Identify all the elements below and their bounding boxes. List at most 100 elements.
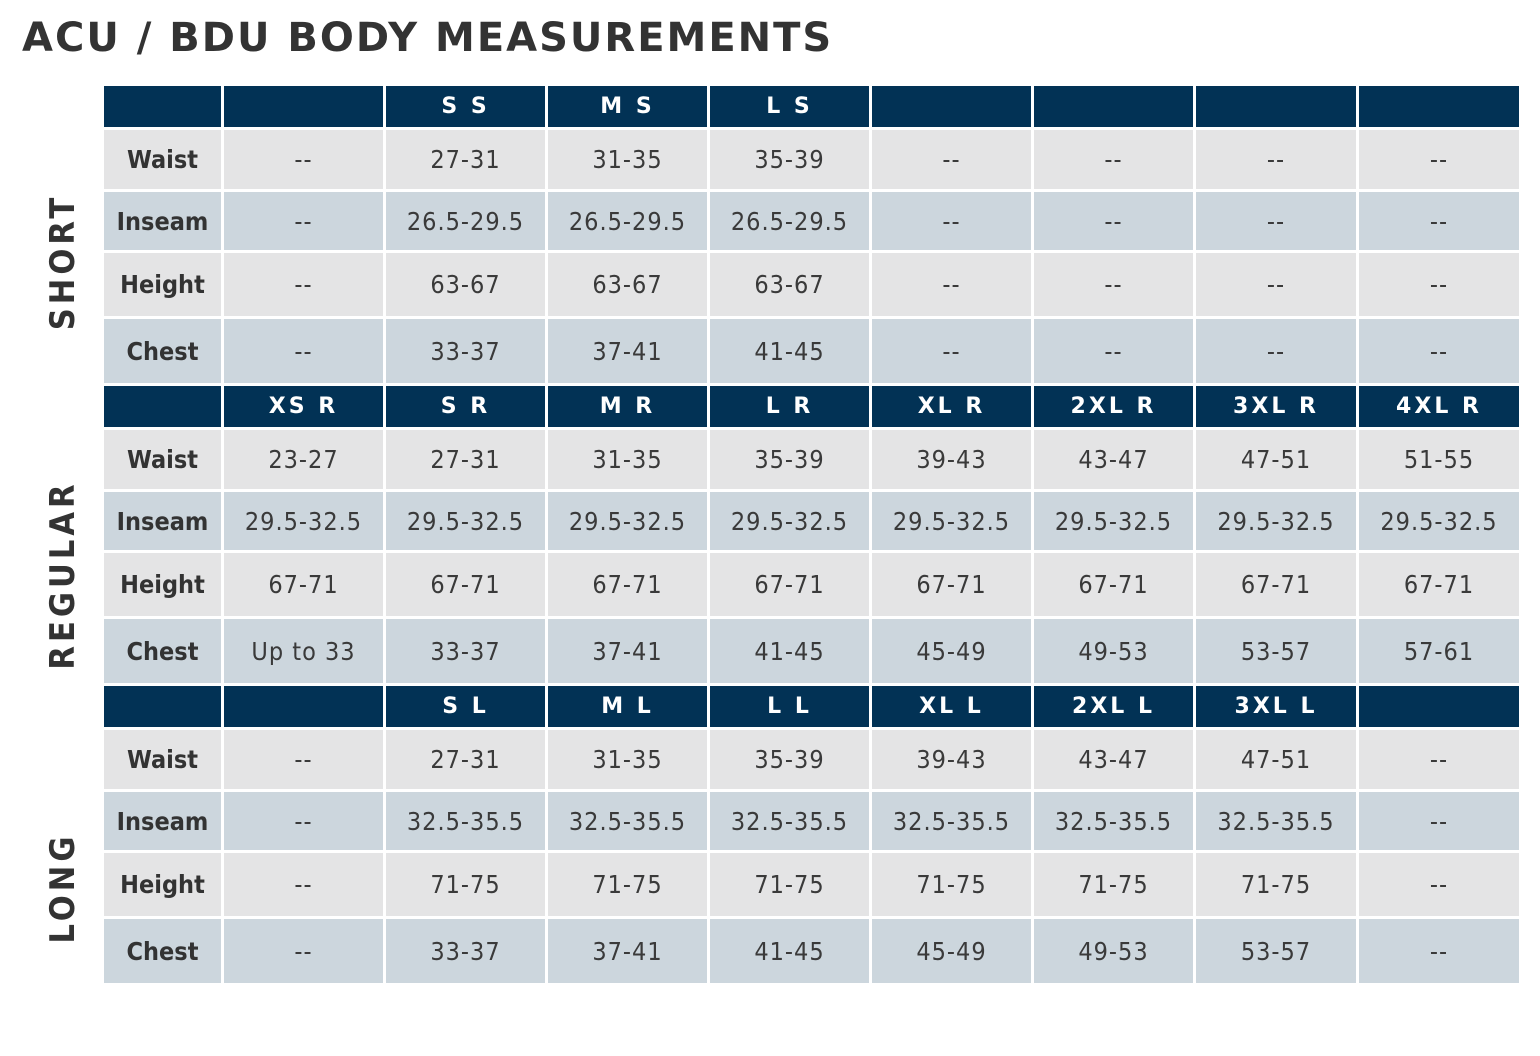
- measurement-value: --: [221, 127, 386, 192]
- measurement-value: 63-67: [707, 250, 872, 319]
- measurement-value: 31-35: [545, 127, 710, 192]
- size-header-cell: S S: [383, 83, 548, 130]
- measurement-value: 29.5-32.5: [1031, 489, 1196, 553]
- measurement-value: 39-43: [869, 727, 1034, 792]
- measurement-value: 32.5-35.5: [545, 789, 710, 853]
- measurement-value: 32.5-35.5: [707, 789, 872, 853]
- measurement-value: --: [221, 789, 386, 853]
- measurement-value: --: [1031, 316, 1196, 386]
- size-header-cell: 2XL R: [1031, 383, 1196, 430]
- measurement-value: 67-71: [1356, 550, 1522, 619]
- section-label-short: SHORT: [43, 193, 83, 331]
- measurement-value: 53-57: [1193, 916, 1359, 986]
- measurement-value: 32.5-35.5: [1193, 789, 1359, 853]
- measurement-value: 71-75: [1031, 850, 1196, 919]
- measurement-value: --: [1031, 250, 1196, 319]
- measurement-row-regular-chest: Chest Up to 33 33-37 37-41 41-45 45-49 49-53 53…: [101, 616, 1522, 686]
- measurement-value: 41-45: [707, 616, 872, 686]
- measurement-value: 63-67: [545, 250, 710, 319]
- measurement-value: 35-39: [707, 727, 872, 792]
- measurement-label: Waist: [101, 427, 224, 492]
- measurement-value: 41-45: [707, 316, 872, 386]
- size-header-cell: L S: [707, 83, 872, 130]
- measurement-row-short-chest: Chest -- 33-37 37-41 41-45 -- -- -- --: [101, 316, 1522, 386]
- measurement-value: --: [1356, 189, 1522, 253]
- measurement-value: --: [221, 316, 386, 386]
- measurement-label: Inseam: [101, 789, 224, 853]
- measurement-value: --: [869, 316, 1034, 386]
- measurement-value: --: [869, 250, 1034, 319]
- measurement-value: 43-47: [1031, 727, 1196, 792]
- size-header-cell: 3XL R: [1193, 383, 1359, 430]
- measurement-value: 31-35: [545, 427, 710, 492]
- measurement-value: 57-61: [1356, 616, 1522, 686]
- measurement-value: 41-45: [707, 916, 872, 986]
- size-header-cell: M S: [545, 83, 710, 130]
- measurement-row-long-height: Height -- 71-75 71-75 71-75 71-75 71-75 71-75 --: [101, 850, 1522, 919]
- section-label-long: LONG: [43, 832, 83, 944]
- measurement-value: --: [869, 127, 1034, 192]
- measurement-value: --: [1193, 189, 1359, 253]
- measurement-value: 29.5-32.5: [707, 489, 872, 553]
- size-header-cell: [1031, 83, 1196, 130]
- size-header-cell: [101, 83, 224, 130]
- measurement-value: 35-39: [707, 127, 872, 192]
- measurement-label: Height: [101, 550, 224, 619]
- size-header-cell: 2XL L: [1031, 683, 1196, 730]
- measurement-row-regular-height: Height 67-71 67-71 67-71 67-71 67-71 67-71 67-7…: [101, 550, 1522, 619]
- measurement-value: 33-37: [383, 916, 548, 986]
- measurement-value: 63-67: [383, 250, 548, 319]
- measurement-value: 71-75: [383, 850, 548, 919]
- measurement-value: --: [1356, 916, 1522, 986]
- measurement-value: 29.5-32.5: [383, 489, 548, 553]
- measurement-value: --: [869, 189, 1034, 253]
- measurement-value: 67-71: [383, 550, 548, 619]
- measurement-value: 71-75: [1193, 850, 1359, 919]
- size-header-cell: S R: [383, 383, 548, 430]
- measurement-label: Waist: [101, 127, 224, 192]
- measurement-row-long-inseam: Inseam -- 32.5-35.5 32.5-35.5 32.5-35.5 32.5-…: [101, 789, 1522, 853]
- measurement-value: Up to 33: [221, 616, 386, 686]
- measurement-row-long-waist: Waist -- 27-31 31-35 35-39 39-43 43-47 47-51 --: [101, 727, 1522, 792]
- measurement-value: 37-41: [545, 316, 710, 386]
- measurement-value: --: [1356, 127, 1522, 192]
- measurement-label: Inseam: [101, 489, 224, 553]
- measurement-value: 67-71: [869, 550, 1034, 619]
- measurement-value: 33-37: [383, 316, 548, 386]
- measurement-row-short-waist: Waist -- 27-31 31-35 35-39 -- -- -- --: [101, 127, 1522, 192]
- measurement-value: --: [1193, 250, 1359, 319]
- measurement-value: 45-49: [869, 616, 1034, 686]
- measurement-value: 35-39: [707, 427, 872, 492]
- measurement-value: 71-75: [707, 850, 872, 919]
- measurement-row-regular-waist: Waist 23-27 27-31 31-35 35-39 39-43 43-47 47-51…: [101, 427, 1522, 492]
- measurement-value: 71-75: [545, 850, 710, 919]
- measurement-value: 29.5-32.5: [1356, 489, 1522, 553]
- measurement-value: 37-41: [545, 616, 710, 686]
- measurement-value: 51-55: [1356, 427, 1522, 492]
- measurement-value: 43-47: [1031, 427, 1196, 492]
- size-header-cell: 3XL L: [1193, 683, 1359, 730]
- measurement-value: --: [221, 727, 386, 792]
- measurement-value: --: [1356, 250, 1522, 319]
- measurement-value: 67-71: [1193, 550, 1359, 619]
- size-header-cell: [221, 683, 386, 730]
- measurement-value: 37-41: [545, 916, 710, 986]
- measurement-value: 29.5-32.5: [869, 489, 1034, 553]
- measurement-value: 47-51: [1193, 727, 1359, 792]
- measurement-value: --: [221, 850, 386, 919]
- measurement-value: --: [1356, 789, 1522, 853]
- measurement-value: 31-35: [545, 727, 710, 792]
- measurement-row-short-inseam: Inseam -- 26.5-29.5 26.5-29.5 26.5-29.5 -- -- -…: [101, 189, 1522, 253]
- measurement-label: Inseam: [101, 189, 224, 253]
- measurement-value: 49-53: [1031, 616, 1196, 686]
- measurement-value: 27-31: [383, 127, 548, 192]
- measurement-value: --: [1031, 127, 1196, 192]
- size-header-cell: XS R: [221, 383, 386, 430]
- size-header-cell: [101, 383, 224, 430]
- measurement-value: 23-27: [221, 427, 386, 492]
- measurement-value: 29.5-32.5: [545, 489, 710, 553]
